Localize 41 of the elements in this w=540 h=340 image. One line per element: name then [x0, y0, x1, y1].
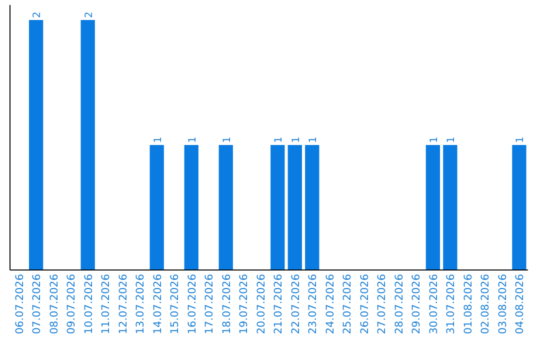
x-tick-label: 30.07.2026	[428, 274, 440, 334]
x-tick-label: 14.07.2026	[152, 274, 164, 334]
data-label: 1	[308, 136, 320, 143]
x-tick-label: 09.07.2026	[66, 274, 78, 334]
x-tick-label: 24.07.2026	[324, 274, 336, 334]
x-tick-label: 02.08.2026	[480, 274, 492, 334]
data-label: 1	[446, 136, 458, 143]
data-label: 2	[32, 12, 44, 18]
data-label: 1	[290, 136, 302, 143]
x-tick-label: 20.07.2026	[255, 274, 268, 334]
data-label: 1	[152, 136, 164, 143]
x-tick-label: 18.07.2026	[220, 274, 233, 334]
x-tick-label: 01.08.2026	[462, 274, 474, 334]
x-tick-label: 25.07.2026	[342, 274, 354, 334]
x-tick-label: 07.07.2026	[31, 274, 44, 334]
x-tick-label: 17.07.2026	[204, 274, 216, 334]
x-tick-label: 31.07.2026	[445, 274, 458, 334]
x-tick-label: 29.07.2026	[410, 274, 423, 334]
x-tick-label: 06.07.2026	[14, 274, 26, 334]
data-label: 1	[428, 136, 440, 143]
data-label: 1	[515, 136, 526, 143]
x-tick-label: 11.07.2026	[100, 274, 112, 334]
x-tick-label: 12.07.2026	[117, 274, 130, 334]
x-tick-label: 26.07.2026	[358, 274, 371, 334]
x-tick-label: 03.08.2026	[496, 274, 509, 334]
x-tick-label: 10.07.2026	[82, 274, 95, 334]
x-tick-label: 27.07.2026	[376, 274, 388, 334]
data-label: 1	[274, 136, 285, 143]
x-tick-label: 21.07.2026	[272, 274, 285, 334]
x-tick-label: 04.08.2026	[514, 274, 526, 334]
x-tick-label: 15.07.2026	[169, 274, 182, 334]
data-label: 1	[222, 136, 233, 143]
data-label: 2	[84, 12, 95, 18]
data-label: 1	[187, 136, 198, 143]
x-tick-label: 19.07.2026	[238, 274, 250, 334]
x-tick-label: 22.07.2026	[290, 274, 302, 334]
x-tick-label: 28.07.2026	[393, 274, 406, 334]
x-tick-label: 13.07.2026	[134, 274, 147, 334]
x-tick-label: 23.07.2026	[307, 274, 320, 334]
x-tick-label: 08.07.2026	[48, 274, 60, 334]
x-tick-label: 16.07.2026	[186, 274, 198, 334]
